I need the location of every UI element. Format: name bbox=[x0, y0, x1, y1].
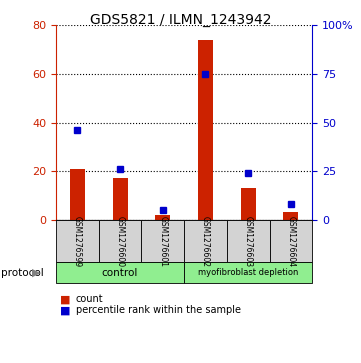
Bar bbox=[241, 188, 256, 220]
Text: ■: ■ bbox=[60, 294, 70, 305]
Bar bbox=[113, 178, 127, 220]
Text: control: control bbox=[102, 268, 138, 278]
Text: GSM1276600: GSM1276600 bbox=[116, 216, 125, 267]
Bar bbox=[155, 215, 170, 220]
Text: myofibroblast depletion: myofibroblast depletion bbox=[198, 268, 299, 277]
Bar bbox=[198, 40, 213, 220]
Bar bbox=[283, 212, 299, 220]
Bar bbox=[70, 169, 85, 220]
Text: GDS5821 / ILMN_1243942: GDS5821 / ILMN_1243942 bbox=[90, 13, 271, 27]
Text: GSM1276599: GSM1276599 bbox=[73, 216, 82, 267]
Text: GSM1276602: GSM1276602 bbox=[201, 216, 210, 267]
Text: ▶: ▶ bbox=[32, 268, 40, 278]
Text: percentile rank within the sample: percentile rank within the sample bbox=[76, 305, 241, 315]
Text: ■: ■ bbox=[60, 305, 70, 315]
Text: count: count bbox=[76, 294, 104, 305]
Text: protocol: protocol bbox=[1, 268, 43, 278]
Text: GSM1276604: GSM1276604 bbox=[286, 216, 295, 267]
Text: GSM1276601: GSM1276601 bbox=[158, 216, 167, 267]
Text: GSM1276603: GSM1276603 bbox=[244, 216, 253, 267]
